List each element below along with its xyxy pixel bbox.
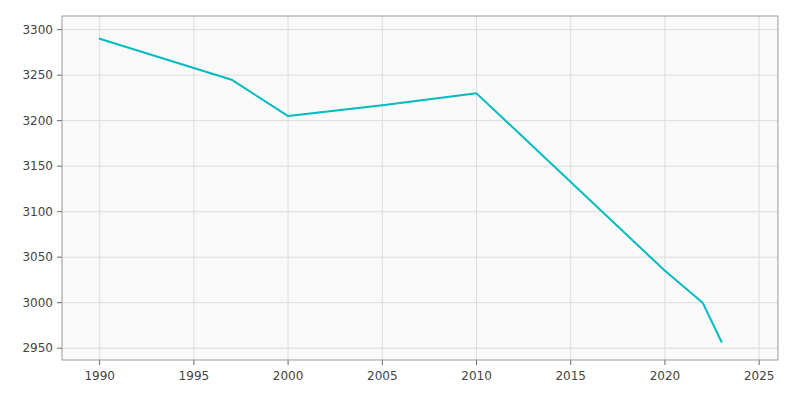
y-grid-line [62,29,778,30]
y-grid-line [62,302,778,303]
y-tick [57,120,62,121]
chart: 1990 1995 2000 2005 2010 2015 2020 2025 2950 3000… [0,0,800,400]
y-tick [57,257,62,258]
x-tick-label: 1995 [179,369,210,383]
y-tick-label: 3050 [22,250,53,264]
y-tick-label: 3100 [22,205,53,219]
x-tick [288,360,289,365]
x-tick-label: 2010 [461,369,492,383]
y-grid-line [62,257,778,258]
x-tick [759,360,760,365]
plot-background [62,16,778,360]
y-tick [57,348,62,349]
y-tick-label: 3300 [22,23,53,37]
y-grid-line [62,120,778,121]
x-tick-label: 2005 [367,369,398,383]
y-tick-label: 3000 [22,296,53,310]
y-tick-label: 2950 [22,341,53,355]
x-tick [382,360,383,365]
x-grid-line [759,16,760,360]
y-tick [57,166,62,167]
x-tick-label: 1990 [84,369,115,383]
line [100,39,722,342]
y-tick-label: 3150 [22,159,53,173]
x-tick-label: 2025 [744,369,775,383]
x-grid-line [476,16,477,360]
page: {"chart_data": {"type": "line", "x": [19… [0,0,800,400]
x-grid-line [664,16,665,360]
x-grid-line [99,16,100,360]
axes: 1990 1995 2000 2005 2010 2015 2020 2025 2950 3000… [22,23,774,383]
grid [62,16,778,360]
y-grid-line [62,75,778,76]
x-grid-line [288,16,289,360]
y-tick [57,211,62,212]
y-tick [57,75,62,76]
x-tick [99,360,100,365]
y-tick-label: 3250 [22,68,53,82]
y-grid-line [62,211,778,212]
x-tick [570,360,571,365]
plot-frame [62,16,778,360]
y-grid-line [62,348,778,349]
x-grid-line [382,16,383,360]
x-tick-label: 2000 [273,369,304,383]
x-grid-line [570,16,571,360]
x-tick-label: 2015 [555,369,586,383]
y-tick [57,29,62,30]
series [100,39,722,342]
y-tick-label: 3200 [22,114,53,128]
x-tick [193,360,194,365]
x-tick-label: 2020 [650,369,681,383]
y-grid-line [62,166,778,167]
x-tick [664,360,665,365]
y-tick [57,302,62,303]
x-tick [476,360,477,365]
